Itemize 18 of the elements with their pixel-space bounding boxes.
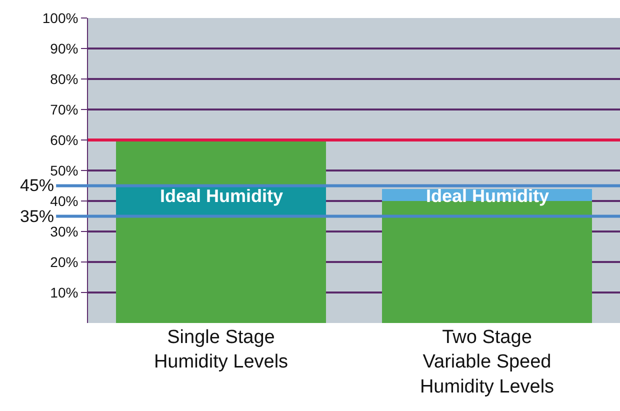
x-tick-label: Single Stage Humidity Levels	[154, 327, 288, 373]
ref-line-label: 35%	[20, 207, 54, 226]
y-tick-label: 80%	[50, 70, 78, 87]
y-tick-label: 30%	[50, 223, 78, 240]
y-tick-label: 90%	[50, 40, 78, 56]
x-tick-label: Two Stage Variable Speed Humidity Levels	[420, 327, 554, 398]
y-tick-label: 50%	[50, 162, 78, 178]
bar	[116, 216, 326, 323]
y-tick-label: 20%	[50, 254, 78, 270]
y-tick-label: 60%	[50, 132, 78, 148]
annotation: Ideal Humidity	[426, 186, 550, 206]
y-tick-label: 70%	[50, 101, 78, 118]
ref-line-label: 45%	[20, 176, 54, 195]
y-tick-label: 100%	[42, 10, 78, 26]
bar	[116, 140, 326, 186]
y-tick-label: 40%	[50, 192, 78, 209]
y-tick-label: 10%	[50, 284, 78, 300]
annotation: Ideal Humidity	[160, 186, 284, 206]
